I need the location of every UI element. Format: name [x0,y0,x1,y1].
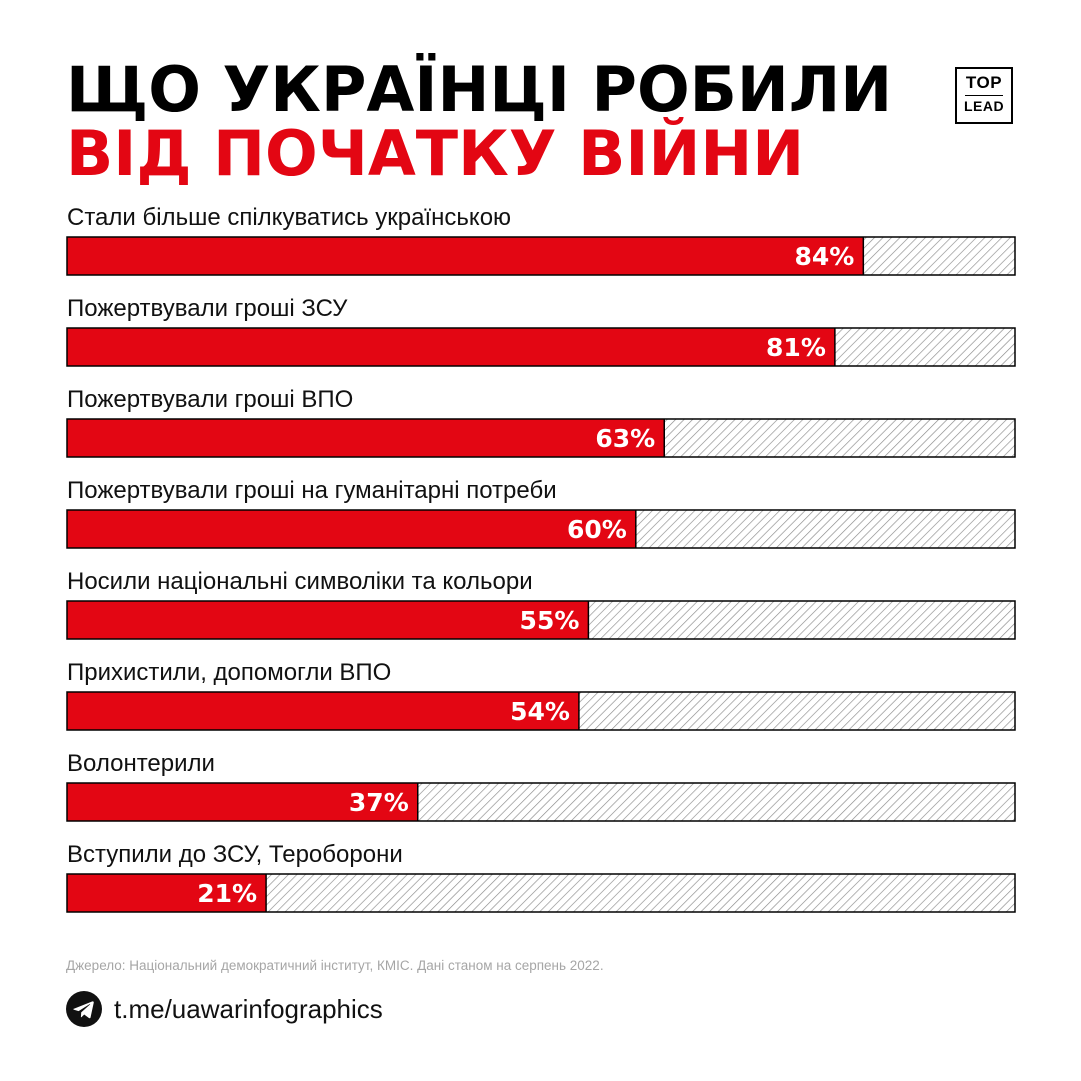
bar-outline [66,873,1016,913]
bar-chart: Стали більше спілкуватись українською 84%… [66,204,1016,913]
telegram-link[interactable]: t.me/uawarinfographics [114,993,383,1024]
bar-outline [66,236,1016,276]
value-label: 37% [349,788,409,817]
title-line-1: ЩО УКРАЇНЦІ РОБИЛИ [66,53,893,126]
telegram-icon [66,991,102,1027]
bar-outline [66,691,1016,731]
source-note: Джерело: Національний демократичний інст… [66,958,604,973]
bar [67,510,636,548]
bar-outline [66,418,1016,458]
bar [67,874,267,912]
logo-divider [965,95,1003,96]
category-label: Пожертвували гроші ЗСУ [67,295,348,322]
category-label: Пожертвували гроші на гуманітарні потреб… [67,477,557,504]
footer: t.me/uawarinfographics [66,990,383,1028]
logo-top-text: TOP [965,73,1003,92]
bar [67,601,589,639]
logo-bottom-text: LEAD [963,98,1005,114]
value-label: 84% [794,242,854,271]
chart-title: ЩО УКРАЇНЦІ РОБИЛИ ВІД ПОЧАТКУ ВІЙНИ [66,58,892,186]
value-label: 60% [567,515,627,544]
category-label: Волонтерили [67,750,215,777]
value-label: 81% [766,333,826,362]
bar [67,237,864,275]
category-label: Стали більше спілкуватись українською [67,204,511,231]
bar [67,328,835,366]
bar-outline [66,327,1016,367]
value-label: 54% [510,697,570,726]
bar-outline [66,782,1016,822]
bar-outline [66,509,1016,549]
category-label: Вступили до ЗСУ, Тероборони [67,841,403,868]
top-lead-logo: TOP LEAD [955,67,1013,124]
value-label: 21% [197,879,257,908]
value-label: 63% [595,424,655,453]
title-line-2: ВІД ПОЧАТКУ ВІЙНИ [66,117,805,190]
bar [67,692,579,730]
category-label: Пожертвували гроші ВПО [67,386,353,413]
category-label: Прихистили, допомогли ВПО [67,659,391,686]
category-label: Носили національні символіки та кольори [67,568,533,595]
bar [67,419,665,457]
bar [67,783,418,821]
value-label: 55% [520,606,580,635]
bar-outline [66,600,1016,640]
